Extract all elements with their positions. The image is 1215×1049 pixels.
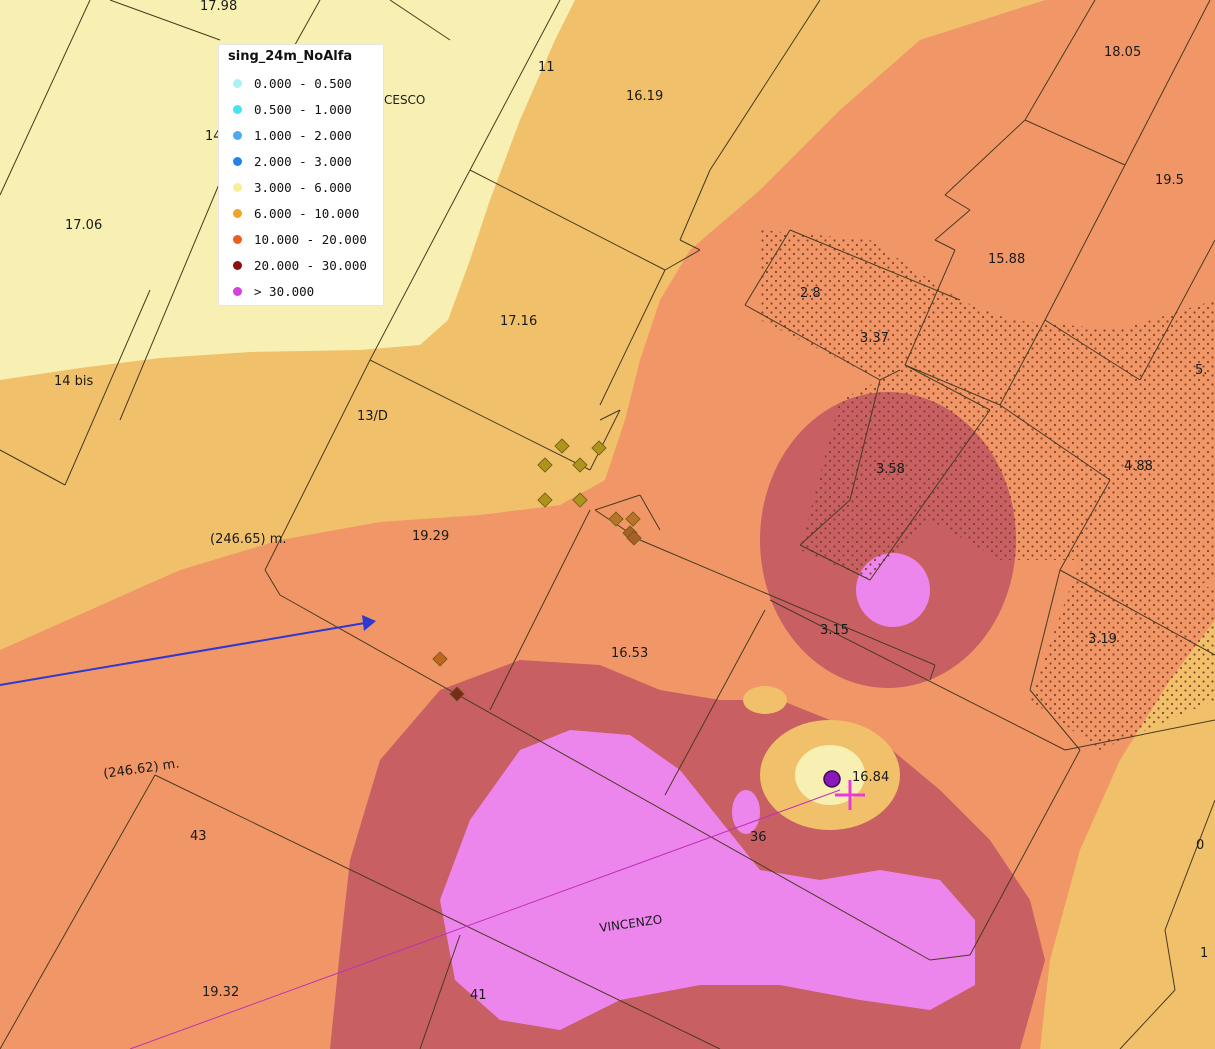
diamond-marker[interactable]	[572, 492, 588, 508]
diamond-marker[interactable]	[608, 511, 624, 527]
legend-label: 1.000 - 2.000	[254, 127, 352, 143]
legend-item: 1.000 - 2.000	[233, 125, 352, 145]
legend-label: 0.500 - 1.000	[254, 101, 352, 117]
parcel-label: 17.98	[200, 0, 237, 14]
diamond-marker[interactable]	[625, 511, 641, 527]
parcel-label: 3.15	[820, 623, 849, 638]
diamond-marker[interactable]	[432, 651, 448, 667]
hatched-building-1	[760, 230, 1215, 600]
parcel-label: 1	[1200, 946, 1208, 961]
legend-swatch-icon	[233, 260, 242, 270]
parcel-label: 2.8	[800, 286, 821, 301]
legend-label: 6.000 - 10.000	[254, 205, 360, 221]
parcel-label: 36	[750, 830, 767, 845]
map-legend: sing_24m_NoAlfa 0.000 - 0.500 0.500 - 1.…	[218, 44, 384, 306]
diamond-marker[interactable]	[537, 457, 553, 473]
legend-swatch-icon	[233, 286, 242, 296]
hatched-building-2	[1030, 560, 1215, 750]
legend-label: 10.000 - 20.000	[254, 231, 367, 247]
parcel-label: 13/D	[357, 409, 388, 424]
diamond-marker[interactable]	[554, 438, 570, 454]
legend-label: 0.000 - 0.500	[254, 75, 352, 91]
legend-swatch-icon	[233, 78, 242, 88]
parcel-label: 5.	[1195, 363, 1207, 378]
legend-title: sing_24m_NoAlfa	[228, 49, 353, 64]
legend-swatch-icon	[233, 234, 242, 244]
parcel-label: 19.32	[202, 985, 239, 1000]
parcel-label: 16.19	[626, 89, 663, 104]
diamond-marker[interactable]	[572, 457, 588, 473]
zone-over-30-large	[440, 730, 975, 1030]
legend-swatch-icon	[233, 130, 242, 140]
legend-item: 2.000 - 3.000	[233, 151, 352, 171]
legend-swatch-icon	[233, 208, 242, 218]
parcel-label: 17.06	[65, 218, 102, 233]
legend-swatch-icon	[233, 182, 242, 192]
parcel-label: 19.5	[1155, 173, 1184, 188]
parcel-label: 43	[190, 829, 207, 844]
source-marker[interactable]	[823, 770, 841, 788]
legend-item: 0.500 - 1.000	[233, 99, 352, 119]
parcel-label: 16.84	[852, 770, 889, 785]
parcel-label: (246.65) m.	[210, 532, 287, 547]
diamond-marker[interactable]	[449, 686, 465, 702]
legend-label: 3.000 - 6.000	[254, 179, 352, 195]
parcel-label: 17.16	[500, 314, 537, 329]
parcel-label: 4.88	[1124, 459, 1153, 474]
legend-swatch-icon	[233, 156, 242, 166]
pointer-arrow	[0, 615, 376, 686]
legend-item: 20.000 - 30.000	[233, 255, 367, 275]
parcel-label: 19.29	[412, 529, 449, 544]
crosshair-icon	[835, 780, 865, 810]
legend-swatch-icon	[233, 104, 242, 114]
parcel-label: 14 bis	[54, 374, 94, 389]
parcel-label: 0	[1196, 838, 1204, 853]
parcel-label: NCESCO	[375, 93, 425, 107]
legend-label: > 30.000	[254, 283, 315, 299]
parcel-label: 16.53	[611, 646, 648, 661]
parcel-label: 41	[470, 988, 487, 1003]
parcel-label: 3.19	[1088, 632, 1117, 647]
legend-item: > 30.000	[233, 281, 314, 301]
diamond-marker[interactable]	[537, 492, 553, 508]
zone-6-10-lower-right	[1040, 620, 1215, 1049]
legend-item: 0.000 - 0.500	[233, 73, 352, 93]
diamond-markers	[432, 438, 642, 702]
parcel-label: 3.58	[876, 462, 905, 477]
parcel-label: 15.88	[988, 252, 1025, 267]
legend-item: 10.000 - 20.000	[233, 229, 367, 249]
diamond-marker[interactable]	[591, 440, 607, 456]
diamond-marker[interactable]	[626, 530, 642, 546]
legend-item: 3.000 - 6.000	[233, 177, 352, 197]
parcel-label: 18.05	[1104, 45, 1141, 60]
pink-section-line	[129, 789, 841, 1049]
parcel-label: 14	[205, 129, 222, 144]
legend-label: 2.000 - 3.000	[254, 153, 352, 169]
parcel-label: 3.37	[860, 331, 889, 346]
legend-item: 6.000 - 10.000	[233, 203, 359, 223]
legend-label: 20.000 - 30.000	[254, 257, 367, 273]
parcel-label: 11	[538, 60, 555, 75]
zone-over-30-spot	[732, 790, 760, 834]
zone-source-spot	[743, 686, 787, 714]
